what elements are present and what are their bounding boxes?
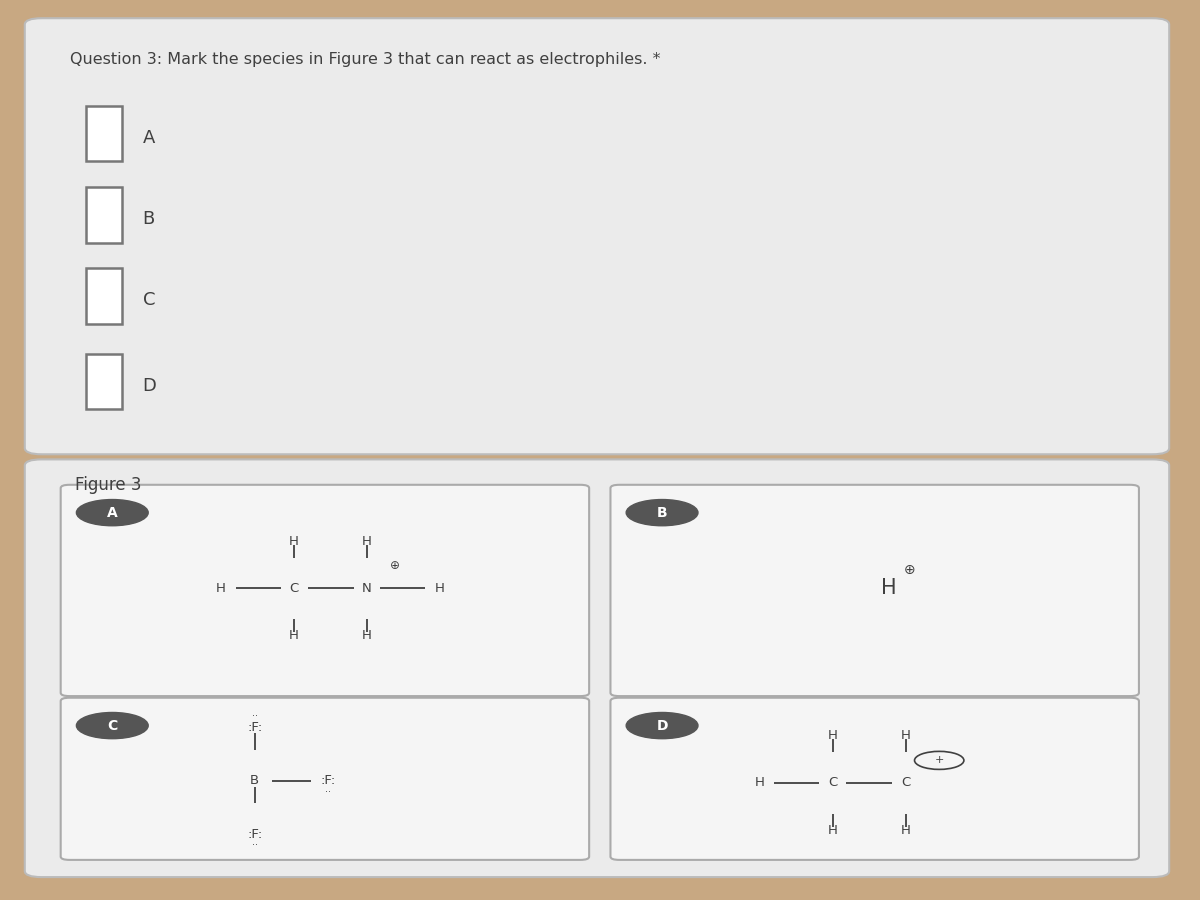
- Text: +: +: [935, 755, 944, 765]
- Text: H: H: [362, 629, 372, 642]
- Text: C: C: [828, 777, 838, 789]
- Text: ··: ··: [252, 711, 258, 721]
- Text: H: H: [901, 824, 911, 836]
- FancyBboxPatch shape: [25, 18, 1169, 454]
- Text: D: D: [143, 377, 156, 395]
- Text: ⊕: ⊕: [390, 560, 400, 572]
- FancyBboxPatch shape: [86, 268, 122, 324]
- Text: H: H: [216, 582, 226, 595]
- Text: C: C: [289, 582, 299, 595]
- Circle shape: [626, 500, 698, 526]
- Circle shape: [626, 713, 698, 739]
- Text: H: H: [289, 629, 299, 642]
- FancyBboxPatch shape: [25, 459, 1169, 878]
- Text: Question 3: Mark the species in Figure 3 that can react as electrophiles. *: Question 3: Mark the species in Figure 3…: [70, 52, 660, 68]
- Text: A: A: [143, 129, 155, 147]
- Text: B: B: [143, 210, 155, 228]
- Text: H: H: [289, 535, 299, 548]
- Circle shape: [77, 500, 149, 526]
- Text: H: H: [901, 729, 911, 742]
- Text: H: H: [434, 582, 445, 595]
- FancyBboxPatch shape: [86, 106, 122, 161]
- Text: :F:: :F:: [320, 774, 335, 788]
- Text: B: B: [656, 506, 667, 519]
- Text: N: N: [362, 582, 372, 595]
- Text: C: C: [107, 718, 118, 733]
- Text: H: H: [755, 777, 764, 789]
- FancyBboxPatch shape: [86, 354, 122, 410]
- FancyBboxPatch shape: [611, 485, 1139, 696]
- Circle shape: [77, 713, 149, 739]
- Text: ··: ··: [325, 788, 331, 797]
- FancyBboxPatch shape: [61, 698, 589, 860]
- Text: C: C: [143, 292, 155, 310]
- Text: B: B: [251, 774, 259, 788]
- Text: D: D: [656, 718, 668, 733]
- Text: ··: ··: [252, 841, 258, 850]
- Text: H: H: [828, 824, 838, 836]
- Text: :F:: :F:: [247, 828, 263, 841]
- Text: C: C: [901, 777, 910, 789]
- Text: Figure 3: Figure 3: [76, 476, 142, 494]
- FancyBboxPatch shape: [611, 698, 1139, 860]
- FancyBboxPatch shape: [86, 187, 122, 243]
- FancyBboxPatch shape: [61, 485, 589, 696]
- Text: H: H: [881, 579, 896, 599]
- Text: ⊕: ⊕: [905, 563, 916, 577]
- Text: H: H: [828, 729, 838, 742]
- Text: A: A: [107, 506, 118, 519]
- Text: H: H: [362, 535, 372, 548]
- Text: :F:: :F:: [247, 721, 263, 734]
